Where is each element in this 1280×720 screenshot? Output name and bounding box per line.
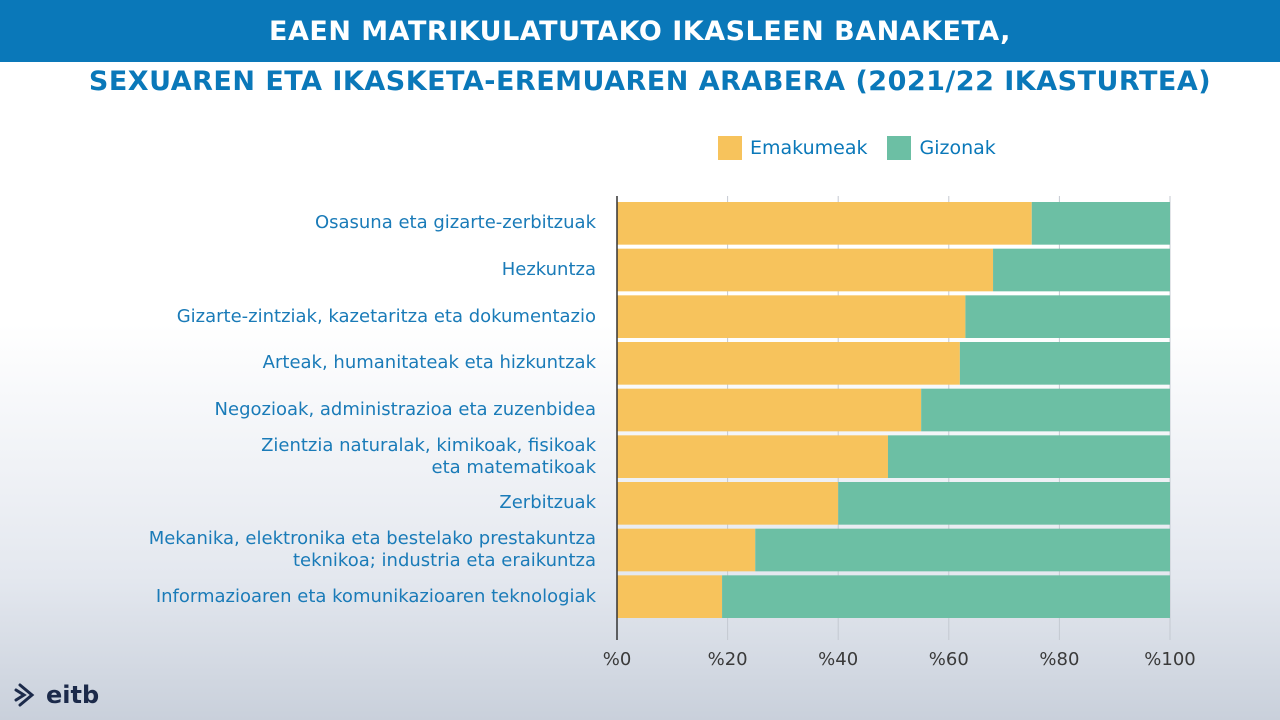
category-label: Hezkuntza (501, 259, 596, 280)
legend-item-women: Emakumeak (718, 136, 867, 160)
legend-swatch-women (718, 136, 742, 160)
legend: Emakumeak Gizonak (718, 136, 1016, 160)
x-tick-label: %100 (1144, 649, 1196, 670)
bar-men (838, 482, 1170, 525)
bar-women (617, 528, 756, 572)
bar-women (617, 295, 966, 338)
bar-men (965, 295, 1170, 338)
bar-men (959, 342, 1170, 385)
bar-women (617, 342, 960, 385)
bar-men (887, 435, 1170, 478)
bar-men (1031, 202, 1170, 245)
x-tick-label: %40 (818, 649, 859, 670)
chart-title-line2: SEXUAREN ETA IKASKETA-EREMUAREN ARABERA … (88, 66, 1212, 97)
x-tick-label: %0 (602, 649, 632, 670)
category-label: Informazioaren eta komunikazioaren tekno… (155, 585, 596, 607)
bar-women (617, 482, 839, 525)
category-label: Gizarte-zintziak, kazetaritza eta dokume… (176, 305, 596, 327)
legend-item-men: Gizonak (887, 136, 996, 160)
bar-women (617, 575, 723, 618)
title-bar: EAEN MATRIKULATUTAKO IKASLEEN BANAKETA, (0, 0, 1280, 62)
bar-women (617, 248, 994, 292)
x-tick-label: %80 (1039, 649, 1080, 670)
chart-title-line1: EAEN MATRIKULATUTAKO IKASLEEN BANAKETA, (269, 15, 1011, 47)
category-label: Zerbitzuak (499, 492, 596, 514)
category-label: Mekanika, elektronika eta bestelako pres… (148, 528, 596, 571)
bar-men (722, 575, 1170, 618)
bar-men (993, 248, 1170, 292)
bar-women (617, 435, 888, 478)
category-label: Arteak, humanitateak eta hizkuntzak (262, 352, 596, 374)
bar-men (921, 388, 1170, 432)
legend-label-women: Emakumeak (750, 137, 868, 159)
category-label: Zientzia naturalak, kimikoak, fisikoak e… (261, 434, 596, 478)
bar-women (617, 388, 922, 432)
x-tick-label: %60 (928, 649, 969, 670)
eitb-logo-icon (14, 683, 35, 707)
category-label: Osasuna eta gizarte-zerbitzuak (314, 212, 596, 234)
bar-women (617, 202, 1032, 245)
logo-text: eitb (46, 681, 100, 709)
legend-label-men: Gizonak (919, 137, 996, 159)
category-label: Negozioak, administrazioa eta zuzenbidea (214, 399, 596, 420)
eitb-logo: eitb (14, 680, 99, 710)
legend-swatch-men (887, 136, 912, 160)
bar-men (755, 528, 1170, 572)
x-tick-label: %20 (707, 649, 748, 670)
